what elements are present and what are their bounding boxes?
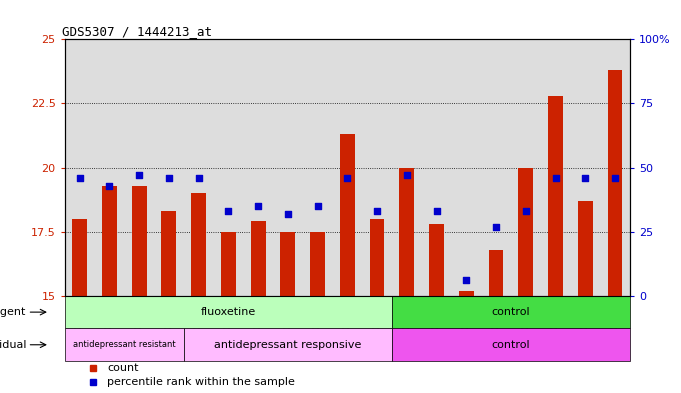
Point	[372, 208, 383, 214]
Text: percentile rank within the sample: percentile rank within the sample	[107, 377, 295, 387]
Bar	[362, 39, 392, 296]
Bar	[273, 39, 302, 296]
Text: individual: individual	[0, 340, 26, 350]
Bar	[392, 296, 630, 329]
Bar	[452, 39, 481, 296]
Bar	[392, 329, 630, 361]
Text: count: count	[107, 363, 139, 373]
Point	[283, 211, 294, 217]
Bar	[518, 167, 533, 296]
Text: control: control	[492, 340, 530, 350]
Bar	[213, 39, 243, 296]
Bar	[302, 39, 332, 296]
Point	[609, 174, 620, 181]
Point	[253, 203, 264, 209]
Text: agent: agent	[0, 307, 26, 317]
Bar	[548, 96, 563, 296]
Bar	[72, 219, 87, 296]
Bar	[340, 134, 355, 296]
Point	[163, 174, 174, 181]
Text: control: control	[492, 307, 530, 317]
Point	[431, 208, 442, 214]
Bar	[95, 39, 124, 296]
Bar	[65, 329, 184, 361]
Bar	[102, 185, 116, 296]
Point	[580, 174, 590, 181]
Bar	[221, 231, 236, 296]
Bar	[161, 211, 176, 296]
Point	[342, 174, 353, 181]
Point	[193, 174, 204, 181]
Bar	[481, 39, 511, 296]
Text: antidepressant responsive: antidepressant responsive	[214, 340, 362, 350]
Point	[461, 277, 472, 284]
Point	[312, 203, 323, 209]
Bar	[511, 39, 541, 296]
Bar	[422, 39, 452, 296]
Bar	[459, 291, 474, 296]
Text: GDS5307 / 1444213_at: GDS5307 / 1444213_at	[62, 25, 212, 38]
Bar	[571, 39, 600, 296]
Bar	[578, 201, 592, 296]
Bar	[607, 70, 622, 296]
Bar	[600, 39, 630, 296]
Bar	[541, 39, 571, 296]
Bar	[332, 39, 362, 296]
Bar	[251, 221, 266, 296]
Bar	[65, 296, 392, 329]
Bar	[429, 224, 444, 296]
Point	[133, 172, 144, 178]
Bar	[399, 167, 414, 296]
Bar	[370, 219, 385, 296]
Bar	[191, 193, 206, 296]
Point	[104, 182, 115, 189]
Text: fluoxetine: fluoxetine	[201, 307, 256, 317]
Bar	[392, 39, 422, 296]
Bar	[281, 231, 296, 296]
Bar	[310, 231, 325, 296]
Point	[490, 223, 501, 230]
Bar	[124, 39, 154, 296]
Point	[74, 174, 85, 181]
Point	[401, 172, 412, 178]
Bar	[488, 250, 503, 296]
Bar	[154, 39, 184, 296]
Point	[223, 208, 234, 214]
Bar	[184, 39, 213, 296]
Text: antidepressant resistant: antidepressant resistant	[73, 340, 176, 349]
Bar	[65, 39, 95, 296]
Bar	[243, 39, 273, 296]
Point	[520, 208, 531, 214]
Bar	[184, 329, 392, 361]
Bar	[131, 185, 146, 296]
Point	[550, 174, 561, 181]
